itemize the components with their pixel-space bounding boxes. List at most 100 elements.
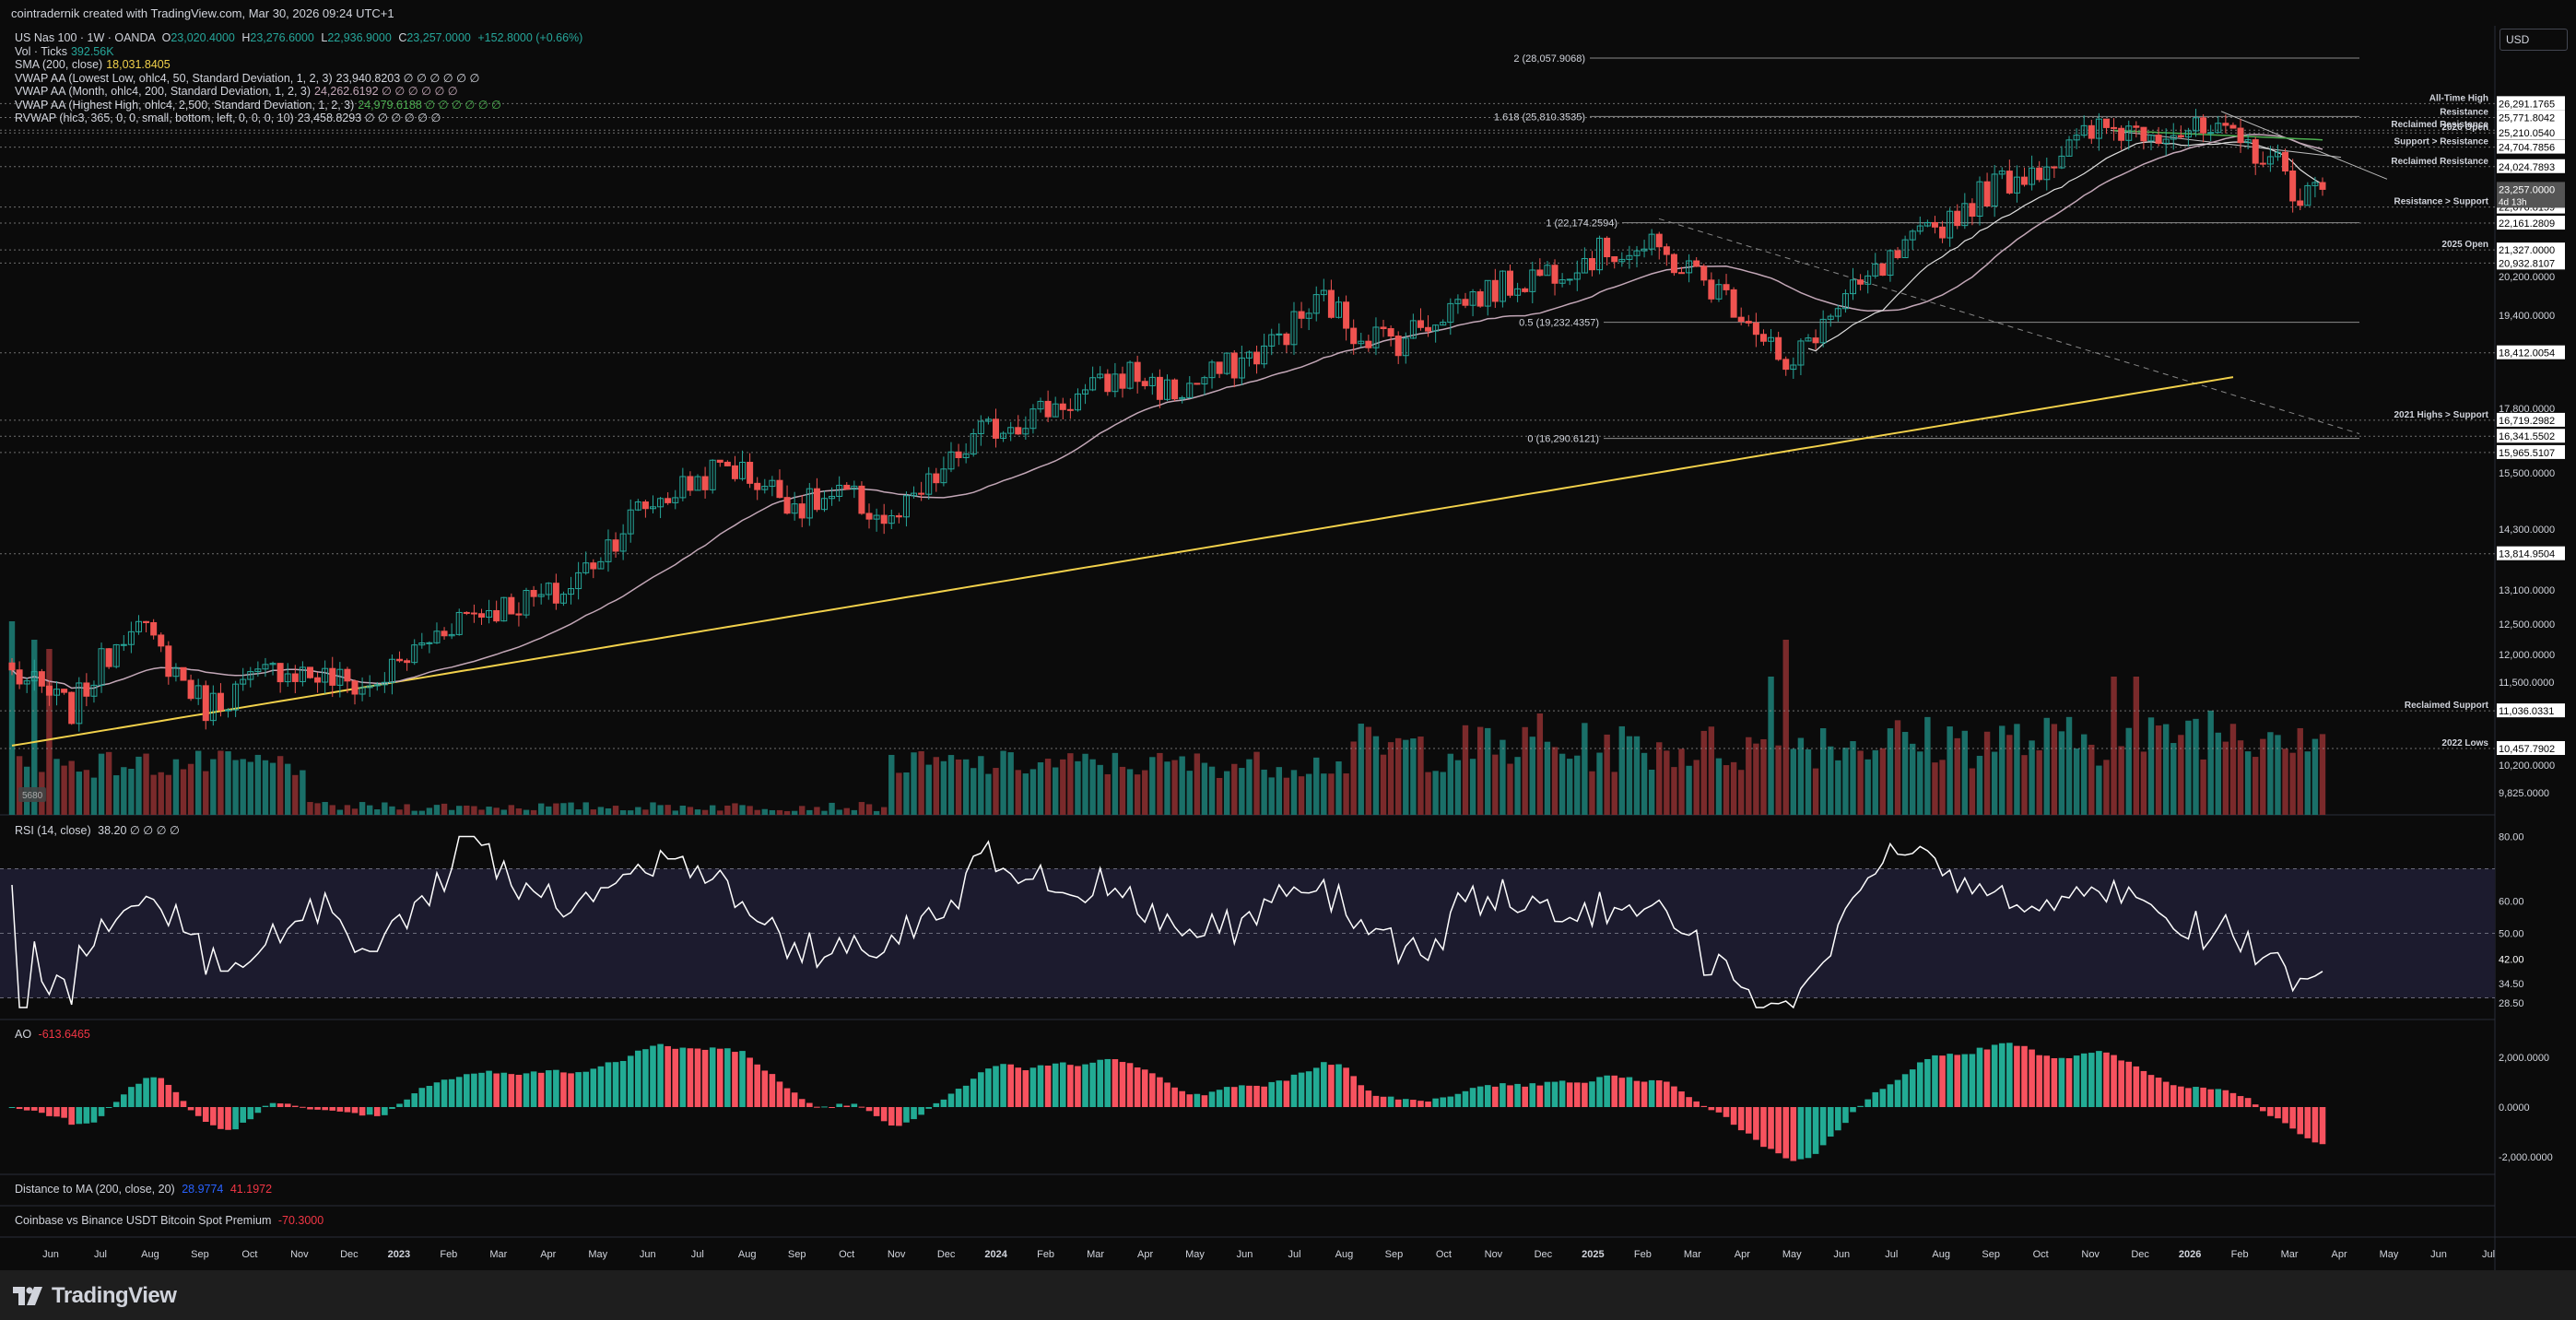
chart-area[interactable]: 5680 2 (28,057.9068)1.618 (25,810.3535)1…	[0, 26, 2576, 1270]
ao-bar	[642, 1049, 649, 1107]
candle-body	[791, 503, 798, 514]
ao-bar	[1216, 1090, 1223, 1107]
ao-bar	[1380, 1096, 1387, 1107]
ao-bar	[158, 1078, 165, 1107]
ao-bar	[2103, 1052, 2110, 1107]
volume-bar	[679, 805, 687, 815]
ao-bar	[262, 1105, 269, 1107]
level-price-label-bg	[2497, 125, 2565, 140]
indicator-legend-row[interactable]: VWAP AA (Month, ohlc4, 200, Standard Dev…	[15, 85, 582, 99]
volume-bar	[1000, 750, 1006, 815]
ao-bar	[1529, 1083, 1536, 1107]
tradingview-logo[interactable]: TradingView	[13, 1283, 177, 1309]
candle-body	[582, 562, 590, 573]
candle-body	[2013, 176, 2020, 194]
volume-bar	[1991, 751, 1998, 815]
candle-body	[1462, 299, 1469, 306]
candle-body	[2304, 184, 2311, 206]
ao-bar	[2311, 1107, 2319, 1143]
candle-body	[687, 476, 694, 491]
candle-body	[783, 497, 791, 514]
volume-bar	[962, 759, 970, 815]
indicator-legend-row[interactable]: SMA (200, close) 18,031.8405	[15, 58, 582, 72]
candle-body	[1648, 233, 1655, 250]
candle-body	[1126, 361, 1134, 389]
volume-bar	[1544, 741, 1551, 815]
candle-body	[1402, 337, 1409, 357]
ao-bar	[925, 1107, 933, 1109]
indicator-legend-row[interactable]: Vol · Ticks 392.56K	[15, 45, 582, 59]
indicator-legend-row[interactable]: VWAP AA (Highest High, ohlc4, 2,500, Sta…	[15, 99, 582, 112]
volume-bar	[970, 768, 977, 815]
time-tick: Sep	[191, 1249, 209, 1260]
volume-bar	[1753, 743, 1759, 815]
level-price-label-bg	[2497, 139, 2565, 154]
candle-body	[143, 620, 150, 623]
last-price: 23,257.0000	[2499, 184, 2555, 195]
candle-body	[590, 562, 597, 570]
volume-bar	[2193, 718, 2199, 815]
ao-bar	[947, 1093, 955, 1107]
volume-bar	[180, 769, 187, 815]
ao-pane	[8, 1043, 2326, 1161]
candle-body	[1737, 316, 1745, 323]
candle-body	[1245, 351, 1253, 359]
volume-bar	[2036, 749, 2042, 815]
ao-bar	[1201, 1095, 1208, 1107]
candle-body	[1723, 284, 1730, 290]
ao-bar	[694, 1048, 701, 1107]
volume-bar	[1835, 760, 1841, 815]
candle-body	[2229, 124, 2237, 129]
ao-bar	[1171, 1087, 1178, 1107]
candle-body	[314, 677, 322, 683]
main-legend: US Nas 100 · 1W · OANDA O23,020.4000 H23…	[15, 31, 582, 125]
symbol-name[interactable]: US Nas 100 · 1W · OANDA	[15, 31, 156, 44]
level-label: 2021 Highs > Support	[2394, 410, 2488, 420]
ao-bar	[993, 1066, 999, 1107]
time-tick: May	[1185, 1249, 1205, 1260]
ao-bar	[1641, 1081, 1648, 1107]
volume-bar	[1671, 767, 1677, 815]
candle-body	[627, 509, 634, 535]
candle-body	[359, 687, 366, 695]
ao-bar	[2237, 1096, 2244, 1107]
indicator-legend-row[interactable]: RVWAP (hlc3, 365, 0, 0, small, bottom, l…	[15, 112, 582, 125]
candle-body	[232, 683, 240, 711]
volume-bar	[426, 807, 433, 815]
volume-bar	[1469, 759, 1476, 815]
level-price-label: 22,161.2809	[2499, 218, 2555, 230]
candle-body	[477, 613, 485, 619]
currency-button[interactable]: USD	[2500, 29, 2568, 51]
candle-body	[1604, 237, 1611, 258]
volume-bar	[194, 750, 202, 815]
candle-body	[2073, 135, 2080, 141]
volume-bar	[441, 803, 448, 815]
time-tick: Aug	[1335, 1249, 1354, 1260]
indicator-legend-row[interactable]: VWAP AA (Lowest Low, ohlc4, 50, Standard…	[15, 72, 582, 86]
volume-bar	[1693, 760, 1700, 815]
candle-body	[1998, 171, 2006, 175]
ao-bar	[1500, 1083, 1506, 1107]
volume-bar	[1097, 764, 1103, 815]
ao-bar	[76, 1107, 83, 1125]
ao-tick: 0.0000	[2499, 1102, 2530, 1114]
ao-bar	[605, 1062, 612, 1107]
volume-bar	[1559, 753, 1566, 815]
volume-bar	[143, 753, 149, 815]
ao-bar	[1022, 1070, 1029, 1107]
candle-body	[1894, 250, 1901, 259]
level-price-label: 21,327.0000	[2499, 245, 2555, 256]
volume-badge-bg	[18, 787, 46, 802]
volume-bar	[486, 807, 492, 815]
volume-bar	[791, 810, 798, 815]
symbol-line: US Nas 100 · 1W · OANDA O23,020.4000 H23…	[15, 31, 583, 44]
ao-bar	[500, 1072, 508, 1107]
volume-bar	[113, 775, 120, 815]
volume-bar	[31, 640, 38, 815]
candle-body	[1536, 269, 1544, 277]
ao-bar	[1514, 1083, 1521, 1107]
candle-body	[2215, 123, 2222, 134]
volume-bar	[2267, 732, 2274, 815]
ao-bar	[1618, 1078, 1626, 1107]
candle-body	[1522, 288, 1529, 292]
